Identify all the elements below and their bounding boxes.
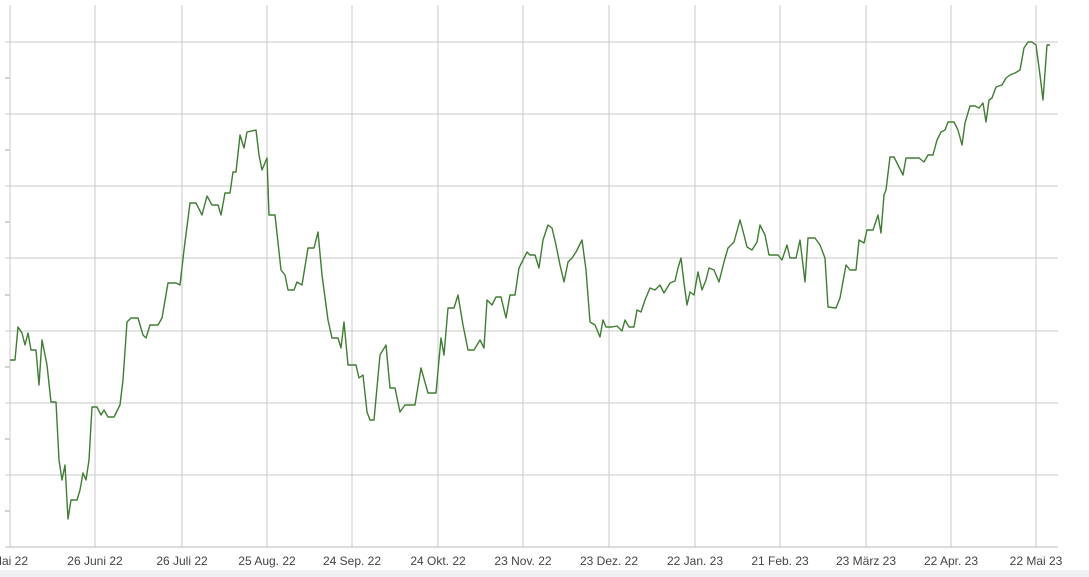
- x-tick-label: 25 Aug. 22: [238, 554, 296, 568]
- x-tick-label: 26 Juli 22: [156, 554, 208, 568]
- x-tick-label: 21 Feb. 23: [751, 554, 809, 568]
- x-tick-label: 23 Dez. 22: [580, 554, 638, 568]
- x-tick-label: 24 Sep. 22: [323, 554, 381, 568]
- line-series: [10, 41, 1050, 520]
- x-tick-label: 23 März 23: [836, 554, 896, 568]
- x-tick-label: 24 Okt. 22: [410, 554, 466, 568]
- x-tick-label: 22 Jan. 23: [667, 554, 723, 568]
- footer-strip: [0, 570, 1089, 577]
- x-tick-label: 23 Nov. 22: [494, 554, 551, 568]
- x-tick-label: Mai 22: [0, 554, 28, 568]
- x-tick-label: 22 Apr. 23: [924, 554, 978, 568]
- x-tick-label: 26 Juni 22: [67, 554, 123, 568]
- x-tick-label: 22 Mai 23: [1010, 554, 1063, 568]
